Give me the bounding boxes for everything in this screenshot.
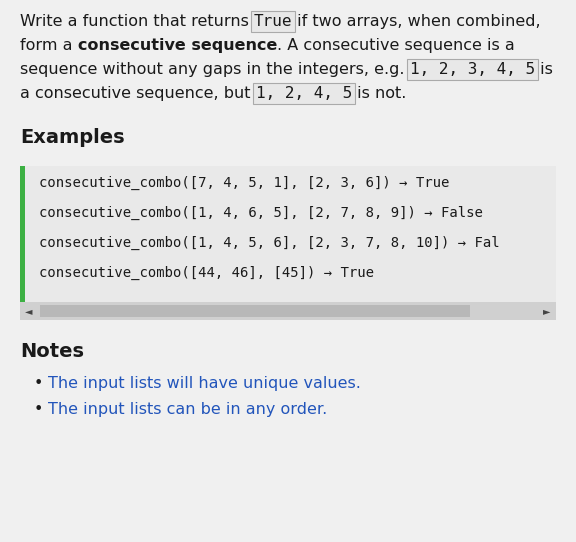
- Bar: [40, 305, 470, 317]
- Text: The input lists will have unique values.: The input lists will have unique values.: [48, 376, 361, 391]
- Text: Examples: Examples: [20, 128, 124, 147]
- Bar: [20, 166, 556, 320]
- Text: . A consecutive sequence is a: . A consecutive sequence is a: [277, 38, 515, 53]
- Text: The input lists can be in any order.: The input lists can be in any order.: [48, 402, 327, 417]
- Text: consecutive_combo([7, 4, 5, 1], [2, 3, 6]) → True: consecutive_combo([7, 4, 5, 1], [2, 3, 6…: [39, 176, 449, 190]
- Bar: [538, 302, 556, 320]
- Text: consecutive_combo([44, 46], [45]) → True: consecutive_combo([44, 46], [45]) → True: [39, 266, 374, 280]
- Text: consecutive sequence: consecutive sequence: [78, 38, 277, 53]
- Text: 1, 2, 3, 4, 5: 1, 2, 3, 4, 5: [410, 62, 535, 77]
- Text: a consecutive sequence, but: a consecutive sequence, but: [20, 86, 256, 101]
- Text: Notes: Notes: [20, 342, 84, 361]
- Bar: [20, 166, 25, 320]
- Text: form a: form a: [20, 38, 78, 53]
- Text: ◄: ◄: [25, 306, 33, 316]
- Bar: [20, 302, 38, 320]
- Text: •: •: [34, 402, 43, 417]
- Text: ►: ►: [543, 306, 551, 316]
- Text: consecutive_combo([1, 4, 5, 6], [2, 3, 7, 8, 10]) → Fal: consecutive_combo([1, 4, 5, 6], [2, 3, 7…: [39, 236, 499, 250]
- Text: •: •: [34, 376, 43, 391]
- Text: 1, 2, 4, 5: 1, 2, 4, 5: [256, 86, 352, 101]
- Text: consecutive_combo([1, 4, 6, 5], [2, 7, 8, 9]) → False: consecutive_combo([1, 4, 6, 5], [2, 7, 8…: [39, 206, 483, 220]
- Text: is not.: is not.: [352, 86, 406, 101]
- Bar: [20, 302, 556, 320]
- Text: True: True: [254, 14, 293, 29]
- Text: Write a function that returns: Write a function that returns: [20, 14, 254, 29]
- Text: is: is: [535, 62, 552, 77]
- Text: if two arrays, when combined,: if two arrays, when combined,: [293, 14, 541, 29]
- Text: sequence without any gaps in the integers, e.g.: sequence without any gaps in the integer…: [20, 62, 410, 77]
